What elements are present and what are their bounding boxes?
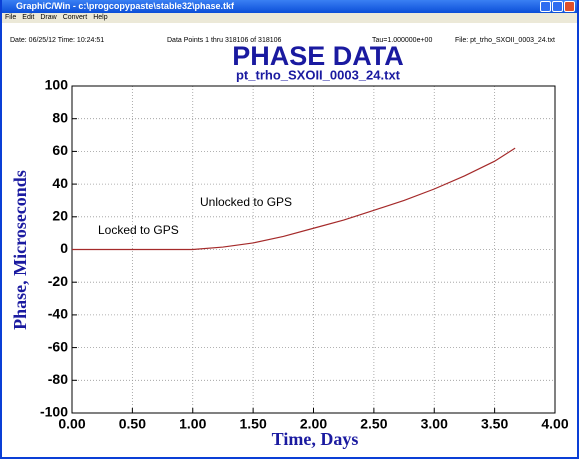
menu-item[interactable]: Draw bbox=[40, 14, 57, 21]
header-file: File: pt_trho_SXOII_0003_24.txt bbox=[455, 37, 555, 44]
menu-item[interactable]: Edit bbox=[22, 14, 35, 21]
x-tick-label: 0.00 bbox=[58, 416, 85, 432]
chart-subtitle: pt_trho_SXOII_0003_24.txt bbox=[236, 67, 401, 82]
data-line bbox=[72, 147, 516, 251]
y-tick-label: -60 bbox=[48, 338, 68, 354]
annotation: Locked to GPS bbox=[98, 223, 179, 237]
menu-bar: File Edit Draw Convert Help bbox=[2, 13, 577, 23]
x-tick-label: 1.50 bbox=[240, 416, 267, 432]
menu-item[interactable]: File bbox=[5, 14, 17, 21]
y-tick-label: 80 bbox=[52, 109, 68, 125]
minimize[interactable] bbox=[540, 1, 551, 12]
y-tick-label: -100 bbox=[40, 404, 68, 420]
x-tick-label: 1.00 bbox=[179, 416, 206, 432]
y-axis-label: Phase, Microseconds bbox=[10, 170, 30, 330]
header-points: Data Points 1 thru 318106 of 318106 bbox=[167, 37, 282, 44]
chart: Date: 06/25/12 Time: 10:24:51 Data Point… bbox=[10, 37, 569, 449]
maximize[interactable] bbox=[552, 1, 563, 12]
x-tick-label: 0.50 bbox=[119, 416, 146, 432]
x-tick-label: 2.50 bbox=[360, 416, 387, 432]
y-tick-label: -20 bbox=[48, 273, 68, 289]
y-tick-label: 100 bbox=[45, 77, 69, 93]
y-tick-label: -40 bbox=[48, 306, 68, 322]
title-bar: GraphiC/Win - c:\progcopypaste\stable32\… bbox=[2, 0, 577, 13]
y-tick-label: 20 bbox=[52, 208, 68, 224]
y-tick-label: -80 bbox=[48, 371, 68, 387]
menu-item[interactable]: Convert bbox=[62, 14, 88, 21]
menu-item[interactable]: Help bbox=[93, 14, 108, 21]
x-tick-label: 3.50 bbox=[481, 416, 508, 432]
x-axis-label: Time, Days bbox=[272, 429, 359, 449]
header-tau: Tau=1.000000e+00 bbox=[372, 37, 432, 44]
chart-title: PHASE DATA bbox=[232, 41, 404, 71]
y-tick-label: 60 bbox=[52, 142, 68, 158]
x-tick-label: 2.00 bbox=[300, 416, 327, 432]
header-date: Date: 06/25/12 Time: 10:24:51 bbox=[10, 37, 104, 44]
x-tick-label: 3.00 bbox=[421, 416, 448, 432]
x-tick-label: 4.00 bbox=[541, 416, 568, 432]
annotation: Unlocked to GPS bbox=[200, 195, 292, 209]
close[interactable] bbox=[564, 1, 575, 12]
y-tick-label: 0 bbox=[60, 240, 68, 256]
window-title: GraphiC/Win - c:\progcopypaste\stable32\… bbox=[16, 1, 234, 11]
y-tick-label: 40 bbox=[52, 175, 68, 191]
